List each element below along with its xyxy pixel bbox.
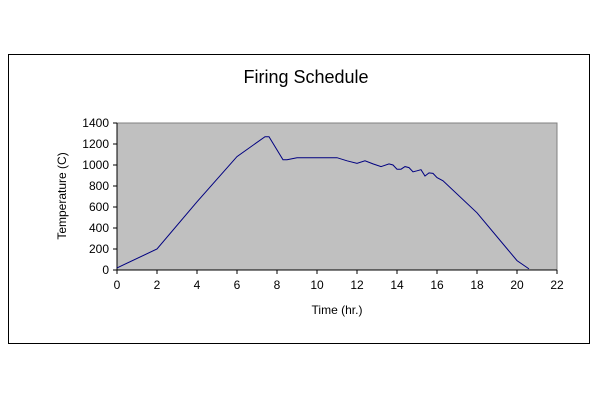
series-line — [116, 136, 530, 270]
chart-title: Firing Schedule — [243, 67, 368, 87]
y-tick-label: 1400 — [82, 116, 109, 130]
y-tick-label: 600 — [89, 200, 109, 214]
y-ticks: 0 200 400 600 800 1000 1200 1400 — [82, 116, 117, 277]
y-tick-label: 400 — [89, 221, 109, 235]
x-tick-label: 22 — [550, 278, 564, 292]
x-tick-label: 10 — [310, 278, 324, 292]
y-tick-label: 200 — [89, 242, 109, 256]
x-tick-label: 0 — [114, 278, 121, 292]
y-tick-label: 1200 — [82, 137, 109, 151]
x-tick-label: 14 — [390, 278, 404, 292]
plot-area — [116, 122, 558, 271]
x-tick-label: 4 — [194, 278, 201, 292]
x-tick-label: 18 — [470, 278, 484, 292]
y-tick-label: 1000 — [82, 158, 109, 172]
x-tick-label: 20 — [510, 278, 524, 292]
y-tick-label: 800 — [89, 179, 109, 193]
y-axis-label: Temperature (C) — [55, 152, 69, 239]
x-ticks: 0 2 4 6 8 10 12 14 16 18 20 22 — [114, 270, 564, 292]
x-tick-label: 2 — [154, 278, 161, 292]
x-tick-label: 16 — [430, 278, 444, 292]
x-tick-label: 8 — [274, 278, 281, 292]
x-tick-label: 6 — [234, 278, 241, 292]
x-axis-label: Time (hr.) — [312, 303, 363, 317]
x-tick-label: 12 — [350, 278, 364, 292]
y-tick-label: 0 — [102, 263, 109, 277]
